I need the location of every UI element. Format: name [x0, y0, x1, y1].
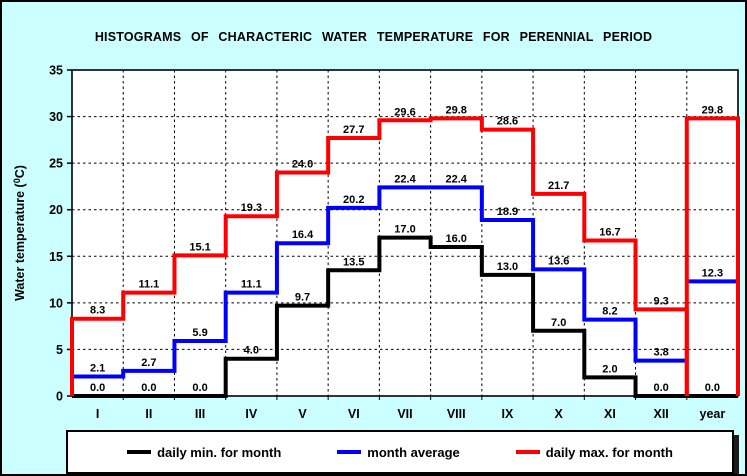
value-label: 17.0 [394, 224, 415, 236]
value-labels: 0.0 0.0 0.0 4.0 9.7 13.5 17.0 16.0 13.0 7.0 2.0 0.0… [90, 104, 723, 394]
series-min-line [72, 235, 738, 398]
value-label: 28.6 [497, 116, 518, 128]
value-label: 27.7 [343, 124, 364, 136]
x-tick-label: III [195, 407, 205, 421]
y-tick-label: 35 [49, 64, 63, 78]
value-label: 24.0 [292, 158, 313, 170]
x-tick-label: XII [654, 407, 669, 421]
value-label: 2.1 [90, 362, 105, 374]
value-label: 4.0 [244, 345, 259, 357]
y-axis-title: Water temperature (0C) [12, 165, 27, 301]
x-tick-label: VIII [447, 407, 466, 421]
value-label: 0.0 [192, 382, 207, 394]
value-label: 8.2 [602, 306, 617, 318]
value-label: 9.7 [295, 292, 310, 304]
value-label: 0.0 [90, 382, 105, 394]
series-max-line [70, 116, 689, 396]
value-label: 19.3 [241, 202, 262, 214]
value-label: 22.4 [446, 173, 468, 185]
value-label: 29.8 [702, 104, 723, 116]
y-tick-label: 5 [56, 343, 63, 357]
value-label: 16.7 [599, 226, 620, 238]
chart-title: HISTOGRAMS OF CHARACTERIC WATER TEMPERAT… [94, 30, 653, 44]
value-label: 13.5 [343, 256, 364, 268]
max-line-swatch-icon [515, 450, 540, 454]
value-label: 2.0 [602, 363, 617, 375]
value-label: 2.7 [141, 357, 156, 369]
series-avg-line [70, 185, 687, 396]
value-label: 3.8 [654, 347, 669, 359]
value-label: 21.7 [548, 180, 569, 192]
x-tick-label: year [700, 407, 726, 421]
y-tick-label: 15 [49, 250, 63, 264]
value-label: 11.1 [138, 279, 159, 291]
legend-label: month average [367, 444, 460, 460]
y-tick-label: 20 [49, 203, 63, 217]
x-tick-label: VII [397, 407, 412, 421]
value-label: 11.1 [241, 279, 262, 291]
value-label: 7.0 [551, 317, 566, 329]
value-label: 13.0 [497, 261, 518, 273]
value-label: 18.9 [497, 206, 518, 218]
x-tick-label: IX [502, 407, 514, 421]
min-line-swatch-icon [127, 450, 152, 454]
value-label: 0.0 [141, 382, 156, 394]
series-max-year-box [684, 116, 740, 396]
legend-item-daily-max: daily max. for month [515, 444, 673, 460]
legend-box: daily min. for month month average daily… [66, 430, 734, 474]
avg-line-swatch-icon [337, 450, 362, 454]
value-label: 13.6 [548, 255, 569, 267]
x-tick-label: IV [245, 407, 257, 421]
x-tick-label: II [145, 407, 152, 421]
value-label: 12.3 [702, 267, 723, 279]
legend-label: daily max. for month [545, 444, 673, 460]
value-label: 15.1 [189, 241, 210, 253]
value-label: 16.0 [446, 233, 467, 245]
value-label: 22.4 [394, 173, 416, 185]
value-label: 5.9 [192, 327, 207, 339]
legend-label: daily min. for month [157, 444, 282, 460]
value-label: 29.8 [446, 104, 467, 116]
y-axis: 0 5 10 15 20 25 30 35 [49, 64, 72, 404]
value-label: 8.3 [90, 305, 105, 317]
value-label: 0.0 [654, 382, 669, 394]
value-label: 0.0 [705, 382, 720, 394]
x-tick-label: VI [348, 407, 360, 421]
x-tick-label: X [555, 407, 564, 421]
value-label: 16.4 [292, 229, 314, 241]
x-axis: I II III IV V VI VII VIII IX X XI XII year [96, 396, 726, 421]
y-tick-label: 10 [49, 296, 63, 310]
y-tick-label: 25 [49, 157, 63, 171]
legend-item-month-average: month average [337, 444, 460, 460]
x-tick-label: V [298, 407, 307, 421]
value-label: 20.2 [343, 194, 364, 206]
value-label: 9.3 [654, 295, 669, 307]
x-tick-label: I [96, 407, 99, 421]
y-tick-label: 30 [49, 110, 63, 124]
value-label: 29.6 [394, 106, 415, 118]
legend-item-daily-min: daily min. for month [127, 445, 281, 460]
x-tick-label: XI [604, 407, 616, 421]
y-tick-label: 0 [56, 390, 63, 404]
